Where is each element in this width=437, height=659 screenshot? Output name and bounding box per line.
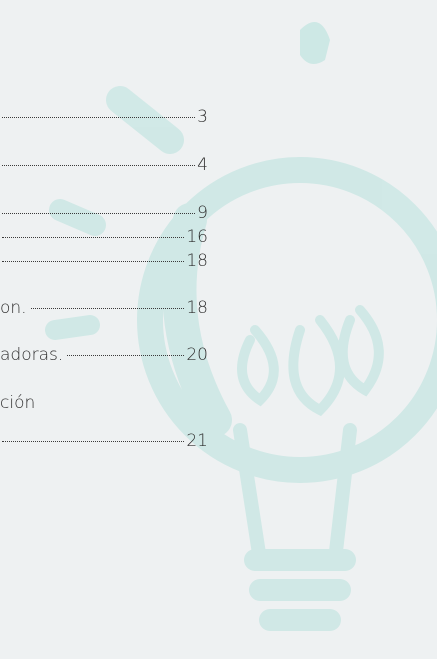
table-of-contents: 3491618on.18adoras.20ción21 xyxy=(0,0,437,659)
toc-entry: 18 xyxy=(0,250,208,272)
page-number: 18 xyxy=(186,250,208,272)
dot-leader xyxy=(2,441,184,442)
dot-leader xyxy=(2,165,195,166)
toc-entry: 9 xyxy=(0,202,208,224)
dot-leader xyxy=(2,261,184,262)
dot-leader xyxy=(2,213,195,214)
toc-entry: on. 18 xyxy=(0,297,208,319)
entry-title: adoras. xyxy=(0,344,63,366)
page-number: 3 xyxy=(197,106,208,128)
dot-leader xyxy=(2,237,184,238)
toc-entry: 16 xyxy=(0,226,208,248)
entry-title: on. xyxy=(0,297,27,319)
entry-title: ción xyxy=(0,392,35,414)
page-number: 18 xyxy=(186,297,208,319)
page-number: 4 xyxy=(197,154,208,176)
page-number: 20 xyxy=(186,344,208,366)
toc-entry: adoras. 20 xyxy=(0,344,208,366)
page-number: 21 xyxy=(186,430,208,452)
dot-leader xyxy=(31,308,185,309)
dot-leader xyxy=(2,117,195,118)
page-number: 16 xyxy=(186,226,208,248)
toc-entry: ción xyxy=(0,392,208,414)
page: 3491618on.18adoras.20ción21 (() => { con… xyxy=(0,0,437,659)
toc-entry: 4 xyxy=(0,154,208,176)
page-number: 9 xyxy=(197,202,208,224)
dot-leader xyxy=(67,355,184,356)
toc-entry: 21 xyxy=(0,430,208,452)
toc-entry: 3 xyxy=(0,106,208,128)
